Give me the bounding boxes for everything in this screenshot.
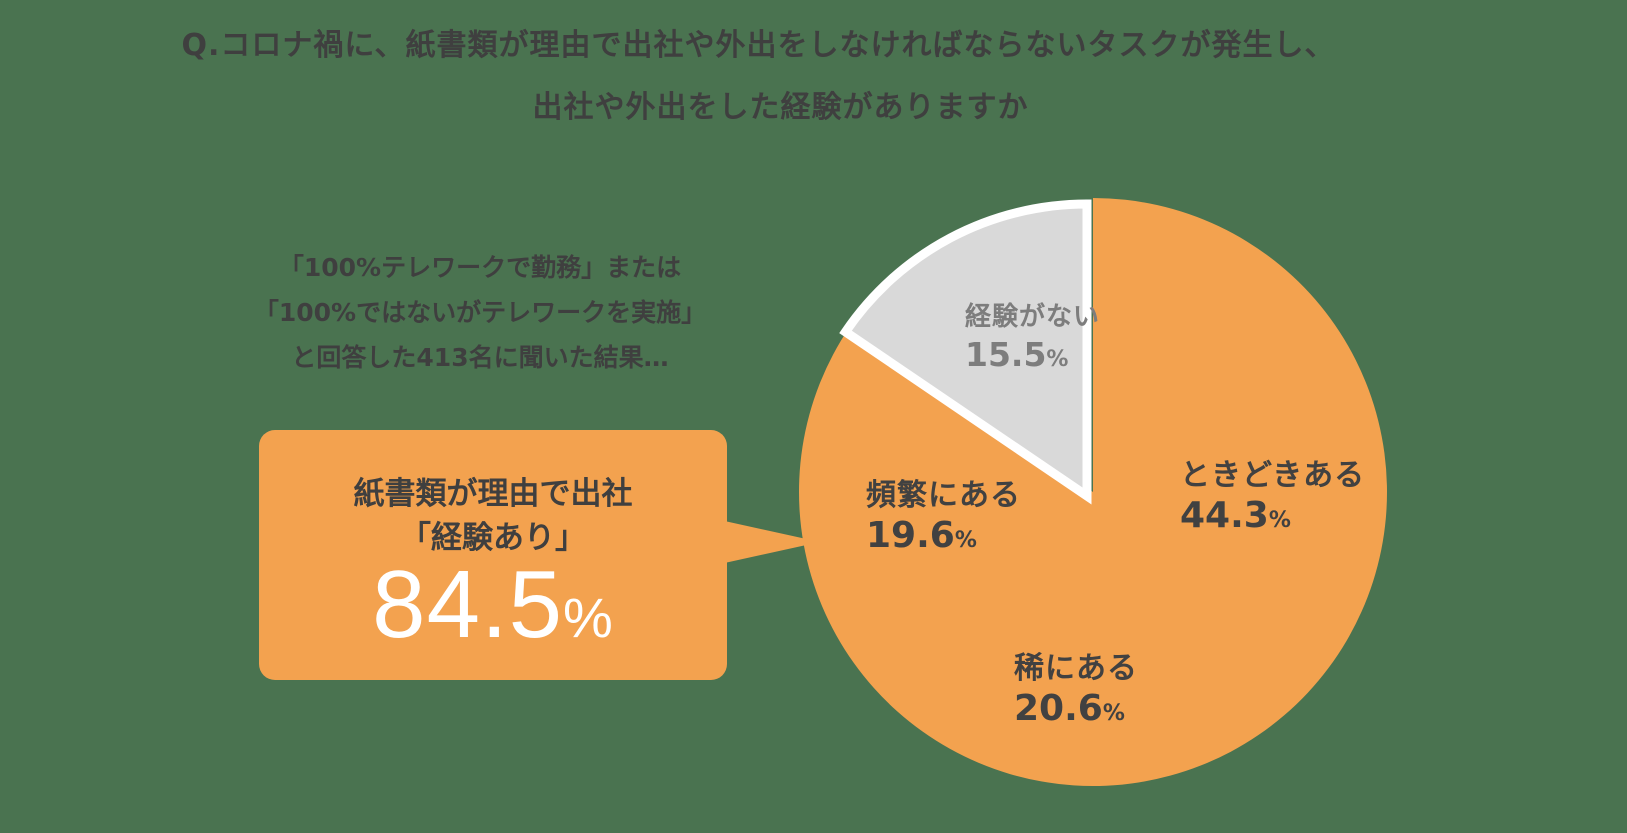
slice-label-text: 頻繁にある [866, 478, 1021, 513]
slice-label-rarely: 稀にある 20.6% [1014, 643, 1138, 736]
slice-value: 20.6% [1014, 688, 1125, 729]
slice-label-no-experience: 経験がない 15.5% [965, 296, 1100, 382]
slice-label-text: ときどきある [1180, 458, 1366, 493]
summary-callout: 紙書類が理由で出社 「経験あり」 84.5% [259, 430, 727, 680]
survey-note-line1: 「100%テレワークで勤務」または [278, 253, 682, 282]
callout-heading: 紙書類が理由で出社 [353, 476, 633, 512]
callout-unit: % [563, 586, 614, 649]
survey-note: 「100%テレワークで勤務」または 「100%ではないがテレワークを実施」 と回… [200, 245, 760, 380]
callout-subheading: 「経験あり」 [400, 520, 586, 556]
slice-label-frequently: 頻繁にある 19.6% [866, 470, 1021, 563]
callout-percentage: 84.5% [259, 550, 727, 660]
chart-title-line2: 出社や外出をした経験がありますか [532, 90, 1029, 125]
slice-label-text: 稀にある [1014, 651, 1138, 686]
slice-value: 44.3% [1180, 495, 1291, 536]
survey-note-line2: 「100%ではないがテレワークを実施」 [253, 298, 707, 327]
slice-value: 15.5% [965, 335, 1069, 374]
slice-label-text: 経験がない [965, 302, 1101, 332]
chart-title-line1: Q.コロナ禍に、紙書類が理由で出社や外出をしなければならないタスクが発生し、 [181, 28, 1336, 63]
slice-label-sometimes: ときどきある 44.3% [1180, 450, 1365, 543]
pie-slice-no-experience [839, 199, 1092, 505]
survey-note-line3: と回答した413名に聞いた結果… [291, 343, 669, 372]
pie-slice-experienced [799, 198, 1388, 786]
callout-value: 84.5 [372, 551, 564, 658]
slice-value: 19.6% [866, 515, 977, 556]
